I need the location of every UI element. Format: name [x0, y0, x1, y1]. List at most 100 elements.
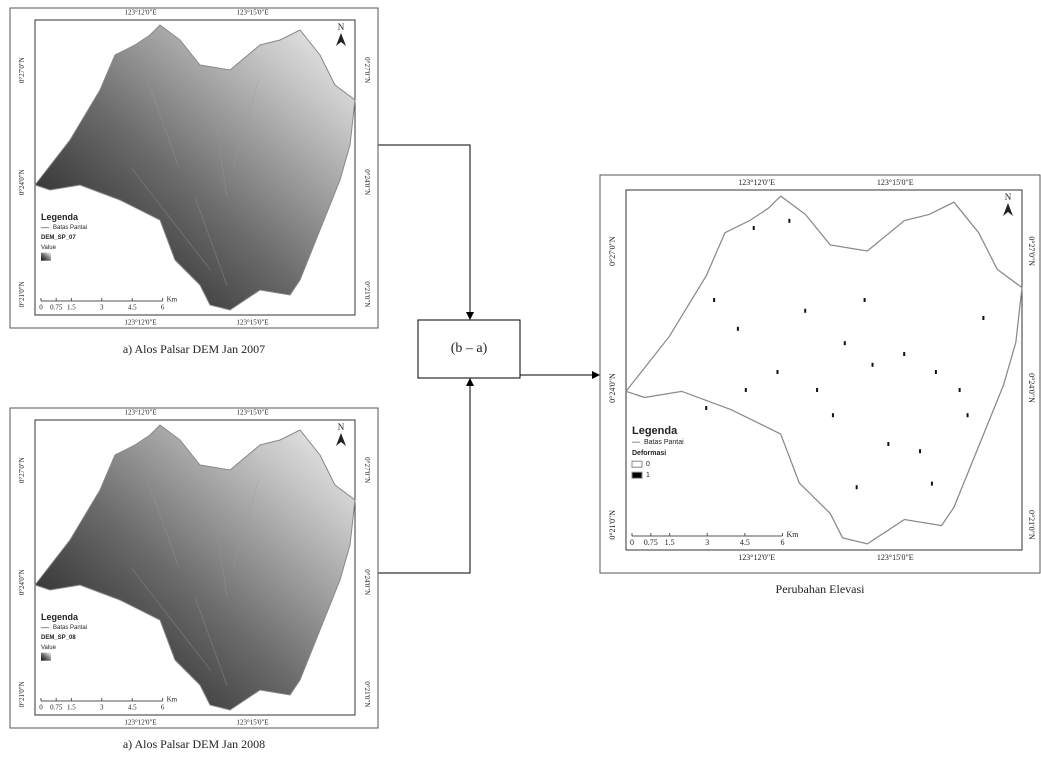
- lon-label: 123°15'0"E: [236, 9, 268, 17]
- lat-label: 0°27'0"N: [18, 457, 26, 483]
- map-caption: a) Alos Palsar DEM Jan 2007: [123, 342, 265, 356]
- legend-title: Legenda: [632, 425, 678, 437]
- deformation-patch: [931, 482, 933, 486]
- legend-item: Deformasi: [632, 450, 666, 457]
- lat-label: 0°24'0"N: [363, 169, 371, 195]
- deformation-patch: [776, 370, 778, 374]
- operation-label: (b – a): [451, 341, 488, 356]
- legend-item: DEM_SP_08: [41, 635, 76, 641]
- scale-unit: Km: [167, 296, 178, 304]
- lat-label: 0°27'0"N: [608, 236, 617, 266]
- legend-item: Value: [41, 645, 57, 651]
- scale-label: 4.5: [128, 304, 137, 312]
- lat-label: 0°24'0"N: [1027, 373, 1036, 403]
- scale-unit: Km: [786, 530, 799, 539]
- legend-item: Value: [41, 245, 57, 251]
- lat-label: 0°27'0"N: [363, 57, 371, 83]
- lat-label: 0°27'0"N: [18, 57, 26, 83]
- scale-label: 6: [161, 704, 165, 712]
- legend-item: 1: [646, 472, 650, 479]
- deformation-patch: [919, 449, 921, 453]
- deformation-patch: [959, 388, 961, 392]
- lon-label: 123°15'0"E: [236, 719, 268, 727]
- legend-swatch: [41, 653, 51, 661]
- lon-label: 123°12'0"E: [124, 719, 156, 727]
- legend-swatch: [632, 461, 642, 467]
- north-label: N: [338, 22, 345, 32]
- lon-label: 123°15'0"E: [236, 319, 268, 327]
- legend-item: Batas Pantai: [53, 625, 87, 631]
- deformation-patch: [844, 341, 846, 345]
- lat-label: 0°27'0"N: [1027, 236, 1036, 266]
- deformation-patch: [713, 298, 715, 302]
- lon-label: 123°12'0"E: [124, 9, 156, 17]
- deformation-patch: [804, 309, 806, 313]
- lat-label: 0°27'0"N: [363, 457, 371, 483]
- scale-label: 4.5: [740, 538, 750, 547]
- scale-label: 0.75: [50, 304, 63, 312]
- deformation-patch: [816, 388, 818, 392]
- scale-unit: Km: [167, 696, 178, 704]
- deformation-patch: [935, 370, 937, 374]
- scale-label: 3: [100, 704, 104, 712]
- map-caption: Perubahan Elevasi: [776, 582, 866, 596]
- diagram: (b – a) 123°12'0"E123°12'0"E123°15'0"E12…: [0, 0, 1041, 758]
- legend-title: Legenda: [41, 612, 79, 622]
- lon-label: 123°12'0"E: [124, 409, 156, 417]
- legend-item: Batas Pantai: [53, 225, 87, 231]
- scale-label: 0: [39, 304, 43, 312]
- lon-label: 123°12'0"E: [124, 319, 156, 327]
- lat-label: 0°21'0"N: [608, 510, 617, 540]
- deformation-patch: [967, 413, 969, 417]
- legend-item: Batas Pantai: [644, 439, 684, 446]
- scale-label: 1.5: [67, 704, 76, 712]
- scale-label: 6: [161, 304, 165, 312]
- north-label: N: [338, 422, 345, 432]
- lon-label: 123°15'0"E: [236, 409, 268, 417]
- legend-swatch: [41, 253, 51, 261]
- map-panel: 123°12'0"E 123°12'0"E 123°15'0"E 123°15'0"E…: [600, 175, 1040, 596]
- lat-label: 0°24'0"N: [18, 569, 26, 595]
- legend-title: Legenda: [41, 212, 79, 222]
- scale-label: 0: [39, 704, 43, 712]
- map-panel: 123°12'0"E 123°12'0"E 123°15'0"E 123°15'0"E…: [10, 408, 378, 751]
- scale-label: 0.75: [644, 538, 658, 547]
- lon-label: 123°15'0"E: [877, 178, 914, 187]
- deformation-patch: [982, 316, 984, 320]
- lon-label: 123°12'0"E: [738, 553, 775, 562]
- north-label: N: [1005, 192, 1012, 202]
- lat-label: 0°21'0"N: [363, 681, 371, 707]
- lon-label: 123°12'0"E: [738, 178, 775, 187]
- scale-label: 3: [705, 538, 709, 547]
- lon-label: 123°15'0"E: [877, 553, 914, 562]
- lat-label: 0°24'0"N: [18, 169, 26, 195]
- scale-label: 3: [100, 304, 104, 312]
- deformation-patch: [856, 485, 858, 489]
- deformation-patch: [753, 226, 755, 230]
- deformation-patch: [788, 219, 790, 223]
- scale-label: 0.75: [50, 704, 63, 712]
- deformation-patch: [832, 413, 834, 417]
- deformation-patch: [737, 327, 739, 331]
- lat-label: 0°24'0"N: [363, 569, 371, 595]
- map-panel: 123°12'0"E 123°12'0"E 123°15'0"E 123°15'0"E…: [10, 8, 378, 356]
- lat-label: 0°24'0"N: [608, 373, 617, 403]
- deformation-patch: [705, 406, 707, 410]
- map-caption: a) Alos Palsar DEM Jan 2008: [123, 737, 265, 751]
- scale-label: 6: [780, 538, 784, 547]
- deformation-patch: [864, 298, 866, 302]
- lat-label: 0°21'0"N: [1027, 510, 1036, 540]
- scale-label: 1.5: [67, 304, 76, 312]
- deformation-patch: [887, 442, 889, 446]
- lat-label: 0°21'0"N: [18, 281, 26, 307]
- legend-item: 0: [646, 461, 650, 468]
- lat-label: 0°21'0"N: [363, 281, 371, 307]
- deformation-patch: [745, 388, 747, 392]
- legend-item: DEM_SP_07: [41, 235, 76, 241]
- legend-swatch: [632, 472, 642, 478]
- lat-label: 0°21'0"N: [18, 681, 26, 707]
- scale-label: 0: [630, 538, 634, 547]
- deformation-patch: [872, 363, 874, 367]
- scale-label: 1.5: [665, 538, 675, 547]
- scale-label: 4.5: [128, 704, 137, 712]
